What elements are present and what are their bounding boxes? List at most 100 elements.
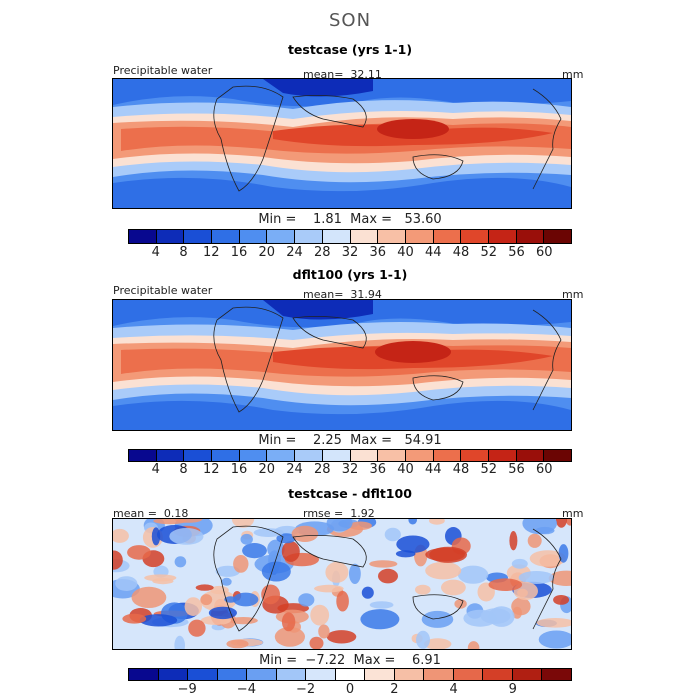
panel3-mean: mean = 0.18 — [113, 507, 188, 520]
panel2-colorbar-swatch — [184, 450, 213, 461]
panel3-units: mm — [562, 507, 584, 520]
panel3-colorbar-swatch — [512, 669, 543, 680]
panel3-anomaly-blob — [509, 531, 518, 551]
panel1-max-value: 53.60 — [404, 212, 442, 227]
panel1-field — [113, 79, 571, 208]
panel1-colorbar-swatch — [516, 230, 545, 243]
panel3-anomaly-blob — [349, 521, 372, 531]
panel1-colorbar-swatch — [405, 230, 434, 243]
panel3-anomaly-blob — [536, 618, 571, 628]
panel3-anomaly-blob — [281, 541, 300, 562]
panel1-colorbar-swatch — [433, 230, 462, 243]
panel3-anomaly-blob — [240, 533, 253, 545]
panel3-min-value: −7.22 — [305, 653, 346, 668]
panel1-colorbar-swatch — [544, 230, 571, 243]
panel3-anomaly-blob — [200, 594, 213, 606]
panel2-max-value: 54.91 — [404, 433, 442, 448]
panel2-colorbar-swatch — [212, 450, 240, 461]
panel2-min-label: Min = — [258, 433, 297, 448]
panel2-max-label: Max = — [350, 433, 393, 448]
panel1-map — [112, 78, 572, 209]
panel1-colorbar-tick: 60 — [535, 245, 553, 260]
panel2-colorbar-swatch — [267, 450, 296, 461]
panel2-colorbar-swatch — [488, 450, 517, 461]
panel1-min-value: 1.81 — [312, 212, 342, 227]
panel3-anomaly-blob — [441, 579, 466, 596]
panel3-anomaly-blob — [261, 561, 291, 582]
panel3-colorbar — [128, 668, 572, 681]
panel3-anomaly-blob — [127, 545, 151, 560]
panel2-colorbar-tick: 52 — [480, 462, 498, 477]
panel2-colorbar — [128, 449, 572, 462]
panel1-colorbar-swatch — [239, 230, 268, 243]
panel2-colorbar-tick: 32 — [341, 462, 359, 477]
panel3-anomaly-blob — [369, 601, 394, 609]
panel3-anomaly-blob — [566, 519, 571, 526]
panel3-anomaly-blob — [378, 568, 398, 584]
panel3-anomaly-blob — [511, 597, 531, 616]
panel1-max-label: Max = — [350, 212, 393, 227]
panel2-colorbar-swatch — [129, 450, 157, 461]
panel3-anomaly-blob — [131, 586, 167, 608]
panel3-min-label: Min = — [259, 653, 298, 668]
panel3-colorbar-swatch — [453, 669, 484, 680]
panel3-anomaly-blob — [113, 550, 123, 570]
panel3-colorbar-swatch — [306, 669, 336, 680]
panel3-colorbar-swatch — [542, 669, 571, 680]
panel3-anomaly-blob — [369, 560, 398, 568]
panel1-colorbar-swatch — [184, 230, 213, 243]
panel1-variable-label: Precipitable water — [113, 64, 213, 77]
panel2-colorbar-tick: 44 — [424, 462, 442, 477]
panel1-colorbar-tick: 32 — [341, 245, 359, 260]
panel3-anomaly-blob — [314, 584, 344, 593]
panel3-anomaly-blob — [396, 535, 430, 553]
panel2-title: dflt100 (yrs 1-1) — [292, 267, 408, 282]
panel1-colorbar-tick: 56 — [508, 245, 525, 260]
panel3-anomaly-blob — [261, 584, 280, 605]
panel2-colorbar-tick: 20 — [258, 462, 276, 477]
panel3-anomaly-blob — [558, 544, 569, 563]
panel3-anomaly-blob — [188, 619, 206, 637]
panel3-colorbar-swatch — [483, 669, 513, 680]
panel3-anomaly-blob — [416, 630, 430, 649]
panel3-anomaly-blob — [274, 626, 305, 647]
panel3-minmax: Min = −7.22 Max = 6.91 — [0, 653, 700, 668]
panel3-anomaly-blob — [169, 528, 204, 545]
panel3-anomaly-blob — [221, 577, 232, 586]
panel3-anomaly-blob — [122, 613, 147, 624]
panel3-anomaly-blob — [429, 519, 445, 525]
panel3-colorbar-swatch — [247, 669, 277, 680]
panel3-anomaly-blob — [326, 519, 353, 532]
panel1-colorbar-swatch — [295, 230, 323, 243]
panel3-rmse: rmse = 1.92 — [303, 507, 375, 520]
panel3-anomaly-blob — [318, 624, 330, 639]
panel3-anomaly-blob — [518, 571, 555, 584]
panel3-anomaly-blob — [415, 584, 431, 595]
panel1-title: testcase (yrs 1-1) — [287, 42, 413, 57]
panel2-mean: mean= 31.94 — [303, 288, 382, 301]
panel3-rmse-value: 1.92 — [350, 507, 375, 520]
panel3-anomaly-blob — [421, 610, 454, 628]
panel2-colorbar-tick: 60 — [535, 462, 553, 477]
panel3-colorbar-tick: −4 — [236, 682, 256, 697]
panel3-anomaly-blob — [233, 592, 259, 607]
panel3-mean-label: mean = — [113, 507, 157, 520]
panel1-colorbar-tick: 52 — [480, 245, 498, 260]
panel2-field — [113, 300, 571, 430]
panel1-minmax: Min = 1.81 Max = 53.60 — [0, 212, 700, 227]
panel3-rmse-label: rmse = — [303, 507, 344, 520]
panel3-anomaly-blob — [139, 614, 178, 627]
panel3-anomaly-blob — [226, 639, 249, 649]
panel3-anomaly-blob — [424, 638, 452, 649]
panel3-anomaly-blob — [310, 604, 330, 626]
panel1-colorbar-swatch — [461, 230, 489, 243]
panel1-colorbar-swatch — [129, 230, 157, 243]
panel2-colorbar-tick: 28 — [313, 462, 331, 477]
panel3-anomaly-blob — [174, 556, 187, 568]
panel2-colorbar-tick: 48 — [452, 462, 470, 477]
panel2-colorbar-swatch — [461, 450, 489, 461]
panel3-anomaly-blob — [384, 527, 401, 542]
panel2-units: mm — [562, 288, 584, 301]
panel3-colorbar-tick: 2 — [390, 682, 399, 697]
panel1-colorbar — [128, 229, 572, 244]
